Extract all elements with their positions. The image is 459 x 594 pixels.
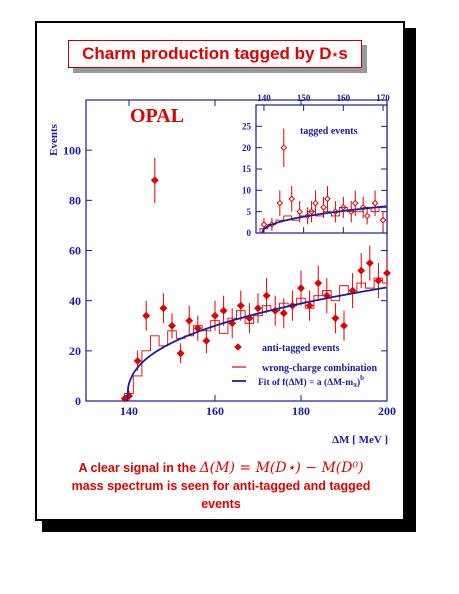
inset-data-point — [280, 144, 288, 151]
inset-data-point — [351, 199, 359, 207]
inset-y-tick-label: 25 — [242, 121, 252, 131]
main-data-point — [357, 266, 366, 275]
main-y-tick-label: 60 — [69, 244, 81, 258]
inset-x-tick-label: 140 — [257, 93, 271, 103]
main-data-point — [297, 284, 305, 293]
main-data-point — [150, 176, 159, 185]
main-data-point — [383, 269, 391, 277]
inset-x-tick-label: 170 — [376, 93, 390, 103]
inset-data-point — [276, 199, 284, 207]
caption-line-3: events — [201, 497, 241, 511]
legend-label-fit-exponent: b — [360, 374, 364, 382]
main-data-point — [236, 301, 245, 310]
inset-x-tick-label: 150 — [297, 93, 311, 103]
main-data-point — [374, 276, 383, 285]
main-data-point — [340, 321, 348, 330]
inset-x-tick-label: 160 — [337, 93, 351, 103]
main-y-tick-label: 0 — [75, 394, 81, 408]
y-axis-label: Events — [48, 123, 60, 156]
inset-data-point — [296, 208, 303, 215]
main-data-point — [133, 356, 142, 365]
main-x-tick-label: 180 — [292, 404, 310, 418]
legend: anti-tagged events wrong-charge combinati… — [232, 343, 378, 389]
inset-y-tick-label: 10 — [242, 185, 252, 195]
main-data-point — [159, 304, 168, 313]
caption-line-1: A clear signal in the Δ(M) = M(D⋆) − M(D… — [40, 459, 402, 477]
main-wrong-charge-histogram — [124, 277, 387, 401]
main-y-tick-label: 40 — [69, 294, 81, 308]
inset-y-tick-label: 15 — [242, 164, 252, 174]
legend-label-anti-tagged: anti-tagged events — [262, 343, 340, 354]
main-y-tick-label: 100 — [63, 143, 81, 157]
main-data-point — [262, 291, 271, 300]
inset-data-point — [371, 199, 379, 207]
legend-label-fit-subscript: π — [353, 381, 357, 389]
main-data-point — [305, 301, 314, 310]
opal-label: OPAL — [130, 105, 184, 127]
x-axis-label: ΔM [ MeV ] — [332, 434, 388, 446]
main-data-point — [331, 314, 340, 323]
inset-data-point — [312, 199, 319, 207]
main-y-tick-label: 80 — [69, 194, 81, 208]
title-main: Charm production tagged by D — [82, 44, 332, 63]
inset-data-point — [324, 195, 331, 203]
legend-marker-anti-tagged — [234, 343, 242, 351]
main-x-tick-label: 200 — [378, 404, 396, 418]
main-data-point — [365, 259, 374, 267]
slide-title: Charm production tagged by D ⋆ s — [68, 40, 362, 68]
inset-data-point — [288, 195, 296, 203]
caption-formula: Δ(M) = M(D⋆) − M(D⁰) — [199, 460, 364, 476]
main-data-point — [176, 349, 185, 358]
inset-data-point — [363, 212, 371, 220]
inset-data-point — [320, 204, 327, 211]
main-y-tick-label: 20 — [69, 344, 81, 358]
main-fit-curve — [126, 286, 387, 402]
caption-line-1-text: A clear signal in the — [78, 461, 200, 475]
inset-plot: 140 150 160 170 0 5 10 15 20 25 — [242, 93, 390, 238]
inset-label: tagged events — [300, 126, 358, 137]
inset-data-point — [260, 221, 268, 228]
main-data-point — [185, 316, 194, 325]
inset-y-tick-label: 5 — [247, 207, 252, 217]
main-data-point — [254, 304, 262, 313]
main-data-point — [314, 279, 323, 288]
inset-data-point — [379, 216, 387, 224]
main-data-point — [168, 321, 176, 330]
inset-y-tick-label: 20 — [242, 143, 252, 153]
caption-line-2: mass spectrum is seen for anti-tagged an… — [71, 479, 371, 493]
main-x-tick-label: 140 — [120, 404, 138, 418]
main-data-point — [279, 309, 288, 318]
inset-y-tick-label: 0 — [247, 228, 252, 238]
main-data-point — [211, 311, 219, 320]
legend-label-wrong-charge: wrong-charge combination — [262, 363, 378, 374]
legend-label-fit-close: ) — [357, 377, 360, 388]
inset-fit-curve — [261, 205, 387, 234]
title-star: ⋆ — [331, 48, 339, 61]
main-x-tick-label: 160 — [206, 404, 224, 418]
inset-frame — [255, 104, 388, 234]
main-data-point — [142, 311, 151, 320]
title-tail: s — [338, 44, 348, 63]
legend-label-fit: Fit of f(ΔM) = a (ΔM-mπ)b — [258, 374, 364, 389]
main-data-point — [202, 336, 211, 345]
caption: A clear signal in the Δ(M) = M(D⋆) − M(D… — [40, 459, 402, 513]
main-data-point — [219, 306, 228, 315]
